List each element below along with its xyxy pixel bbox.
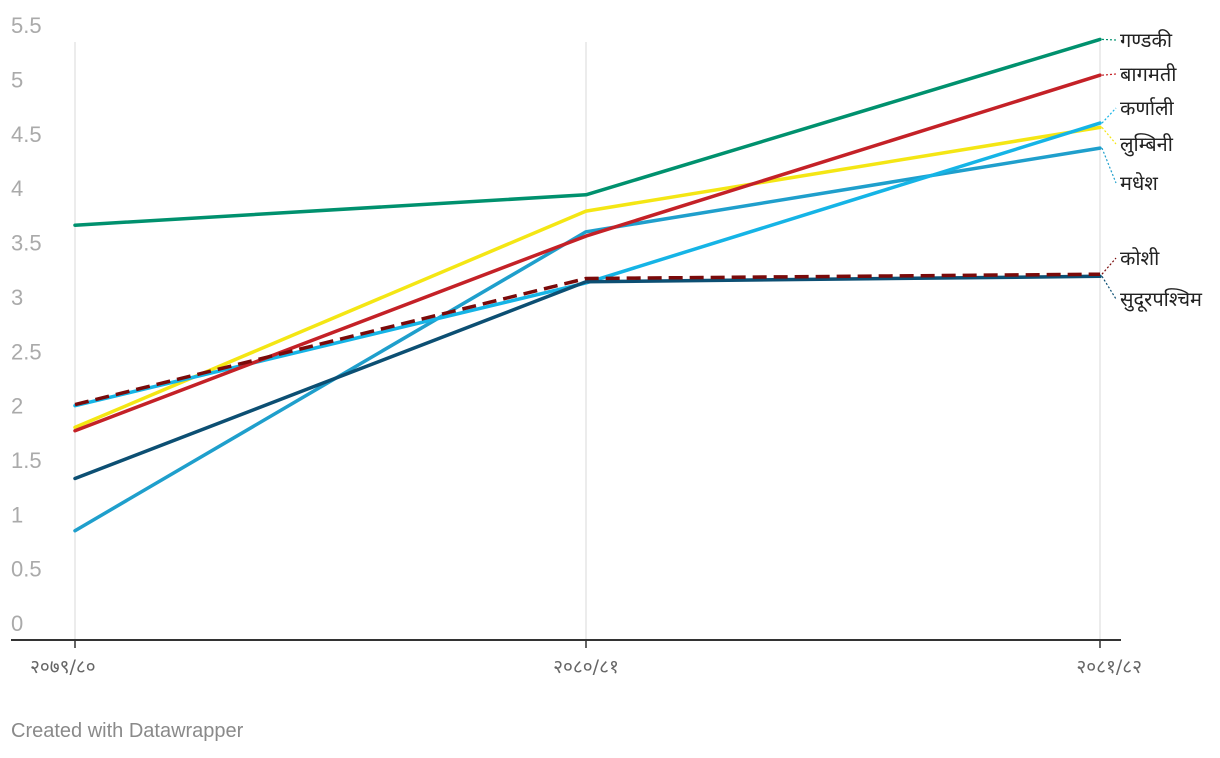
footer-credit: Created with Datawrapper [11, 720, 244, 742]
y-tick-label: 2 [11, 394, 23, 419]
series-line [73, 146, 1102, 533]
y-tick-label: 4 [11, 176, 23, 201]
series-label-connector [1101, 107, 1117, 124]
grid [74, 42, 1101, 648]
x-axis-ticks: २०७९/८० २०८०/८१ २०८१/८२ [30, 656, 1142, 678]
series-label-connector [1101, 275, 1117, 300]
y-tick-label: 3 [11, 285, 23, 310]
x-tick-label: २०७९/८० [30, 656, 96, 678]
y-axis-ticks: 0 0.5 1 1.5 2 2.5 3 3.5 4 4.5 5 5.5 [11, 13, 42, 636]
y-tick-label: 1.5 [11, 448, 42, 473]
x-tick-label: २०८०/८१ [553, 656, 619, 678]
series-line [73, 37, 1102, 227]
y-tick-label: 0.5 [11, 557, 42, 582]
series-line [73, 274, 1102, 481]
y-tick-label: 5.5 [11, 13, 42, 38]
series-line [73, 125, 1102, 430]
series-label: कर्णाली [1120, 96, 1175, 120]
series-line [74, 272, 1101, 407]
y-tick-label: 2.5 [11, 339, 42, 364]
series-label-connector [1101, 257, 1117, 275]
series-label-connector [1101, 127, 1117, 145]
y-tick-label: 3.5 [11, 231, 42, 256]
series-label: कोशी [1120, 246, 1160, 270]
series-label: बागमती [1120, 62, 1177, 86]
series-lines [73, 37, 1102, 533]
x-tick-label: २०८१/८२ [1076, 656, 1142, 678]
series-label-connector [1101, 73, 1117, 76]
series-label-connector [1101, 147, 1117, 184]
series-label: लुम्बिनी [1120, 132, 1174, 157]
y-tick-label: 4.5 [11, 122, 42, 147]
y-tick-label: 5 [11, 68, 23, 93]
series-label: मधेश [1120, 171, 1158, 195]
series-labels: गण्डकी बागमती कर्णाली लुम्बिनी मधेश कोशी सुदूर… [1101, 28, 1203, 312]
series-line [73, 73, 1102, 433]
y-tick-label: 1 [11, 502, 23, 527]
series-label: गण्डकी [1120, 28, 1173, 52]
y-tick-label: 0 [11, 611, 23, 636]
series-label-connector [1101, 38, 1117, 41]
series-label: सुदूरपश्चिम [1120, 287, 1203, 312]
